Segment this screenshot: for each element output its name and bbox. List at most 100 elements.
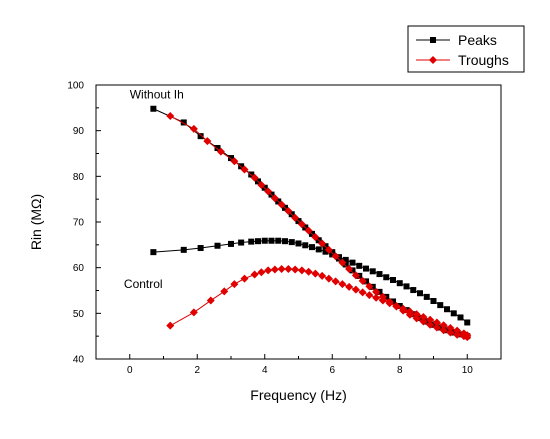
data-point [372,287,381,296]
data-point [295,240,302,247]
data-point [297,266,306,275]
data-point [430,298,437,305]
data-point [264,187,273,196]
y-tick-label: 80 [73,172,85,183]
data-point [396,280,403,287]
data-point [197,245,204,252]
data-point [365,282,374,291]
data-point [446,323,455,332]
data-point [282,238,288,245]
data-point [304,226,313,235]
data-point [270,194,279,203]
data-point [439,321,448,330]
data-point [464,319,471,326]
x-tick-label: 2 [194,365,200,376]
data-point [410,287,417,294]
data-point [268,237,275,244]
data-point [383,274,390,281]
legend-box [407,25,525,73]
data-point [257,268,266,277]
data-point [240,274,249,283]
data-point [338,280,347,289]
data-point [277,200,286,209]
data-point [284,207,293,216]
data-point [345,265,354,274]
data-point [189,308,198,317]
data-point [385,297,394,306]
data-point [331,252,340,261]
data-point [376,271,383,278]
data-point [403,283,410,290]
data-point [331,277,340,286]
data-point [150,249,157,256]
data-point [426,320,435,329]
data-point [214,242,221,249]
data-point [336,255,342,262]
data-point [257,181,266,190]
series-line [153,108,468,337]
data-point [453,330,462,339]
data-point [291,265,300,274]
legend-label: Troughs [458,52,509,68]
data-point [345,282,354,291]
data-point [349,267,356,274]
x-tick-label: 10 [462,365,474,376]
data-point [180,246,187,253]
data-point [302,242,309,249]
data-point [220,287,229,296]
data-point [412,314,421,323]
data-point [439,326,448,335]
data-point [372,293,381,302]
data-point [322,248,329,255]
data-point [363,265,369,272]
data-point [358,276,367,285]
data-point [197,133,204,140]
data-point [288,239,295,246]
data-point [349,259,356,266]
data-point [311,233,320,242]
legend: Peaks Troughs [407,25,525,73]
y-tick-label: 70 [73,218,85,229]
data-point [378,292,387,301]
axes: 0 2 4 6 8 10 40 50 60 70 80 90 100 Frequency (Hz) Rin … [28,81,502,403]
data-point [338,258,347,267]
data-point [230,157,239,166]
data-point [426,315,435,324]
data-point [358,288,367,297]
data-point [250,173,259,182]
data-point [150,105,157,112]
data-point [432,323,441,332]
data-point [275,237,282,244]
data-point [324,274,333,283]
data-point [412,310,421,319]
data-point [214,145,221,152]
x-axis-label: Frequency (Hz) [250,387,346,403]
data-point [270,265,279,274]
data-point [324,245,333,254]
series-line [170,268,468,336]
data-point [261,237,268,244]
data-point [180,119,187,126]
data-point [437,302,444,309]
series-peaks [150,105,471,340]
x-tick-label: 6 [329,365,335,376]
y-tick-label: 60 [73,263,85,274]
data-point [369,268,376,275]
series-layer [150,105,472,342]
data-point [228,240,234,247]
y-tick-label: 40 [73,355,85,366]
data-point [453,326,462,335]
data-point [432,318,441,327]
data-point [166,321,175,330]
data-point [423,293,430,300]
data-point [238,239,245,246]
x-tick-label: 0 [127,365,133,376]
data-point [329,249,336,256]
series-line [153,240,468,323]
data-point [250,270,259,279]
data-point [240,165,249,174]
data-point [318,271,327,280]
y-tick-label: 50 [73,309,85,320]
y-tick-label: 90 [73,126,85,137]
